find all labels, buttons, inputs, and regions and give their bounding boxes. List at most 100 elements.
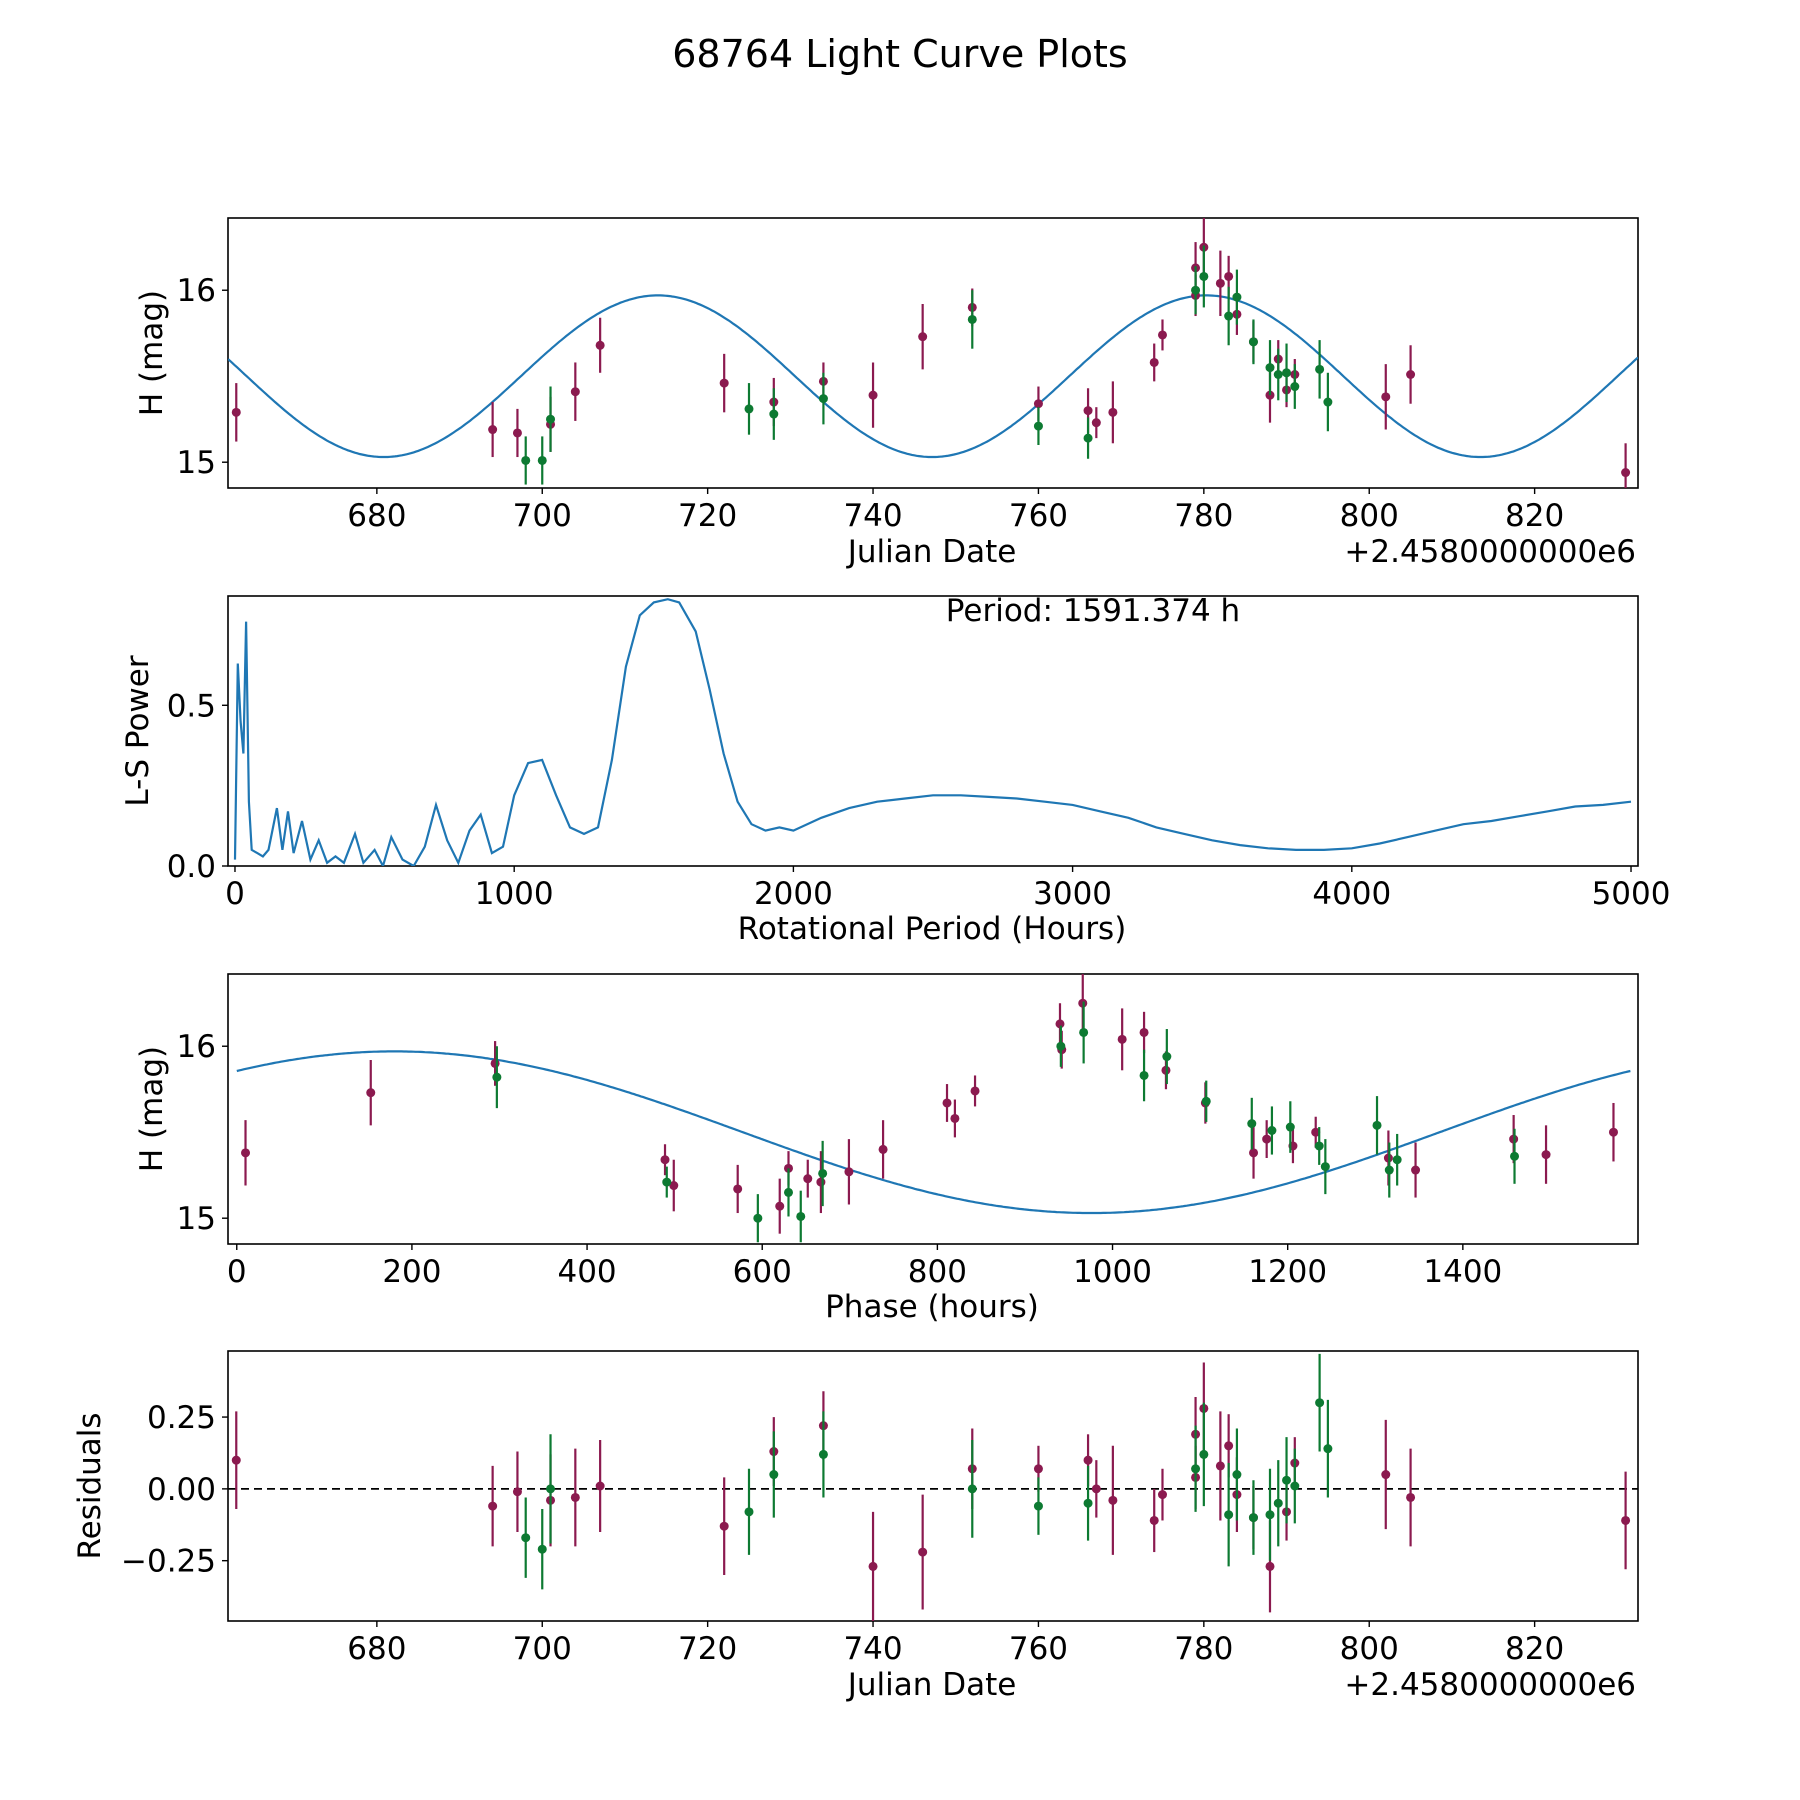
data-point xyxy=(1248,337,1258,347)
data-point xyxy=(967,1484,977,1494)
data-point xyxy=(1083,406,1093,416)
data-point xyxy=(1224,1441,1234,1451)
data-point xyxy=(1224,1510,1234,1520)
data-point xyxy=(1262,1134,1272,1144)
x-tick-label: 3000 xyxy=(1033,876,1112,912)
data-point xyxy=(1267,1125,1277,1135)
x-axis-label: Phase (hours) xyxy=(825,1289,1039,1325)
data-point xyxy=(1411,1165,1421,1175)
phased-panel: Phase (hours) H (mag) 0 200 400 600 800 1000 1… xyxy=(134,973,1639,1325)
data-point xyxy=(1108,1495,1118,1505)
data-point xyxy=(231,1455,241,1465)
data-point xyxy=(595,1481,605,1491)
plot-area xyxy=(236,974,1631,1243)
data-point xyxy=(1191,285,1201,295)
x-tick-label: 600 xyxy=(733,1254,792,1290)
data-point xyxy=(1290,1481,1300,1491)
data-point xyxy=(967,314,977,324)
light-curve-panel: Julian Date H (mag) +2.4580000000e6 680 7… xyxy=(134,217,1639,570)
x-tick-label: 1000 xyxy=(475,876,554,912)
x-tick-label: 800 xyxy=(908,1254,967,1290)
data-point xyxy=(1117,1034,1127,1044)
data-point xyxy=(1091,1484,1101,1494)
data-point xyxy=(231,407,241,417)
data-point xyxy=(1323,397,1333,407)
y-tick-label: 0.5 xyxy=(167,688,216,724)
residuals-panel: Julian Date Residuals +2.4580000000e6 68… xyxy=(72,1350,1639,1703)
data-point xyxy=(1199,271,1209,281)
data-point xyxy=(783,1187,793,1197)
x-tick-label: 400 xyxy=(557,1254,616,1290)
data-point xyxy=(662,1177,672,1187)
data-point xyxy=(1248,1513,1258,1523)
x-offset-label: +2.4580000000e6 xyxy=(1344,1667,1636,1703)
data-point xyxy=(241,1148,251,1158)
data-point xyxy=(1282,368,1292,378)
data-point xyxy=(1033,1464,1043,1474)
data-point xyxy=(1372,1120,1382,1130)
data-point xyxy=(868,1561,878,1571)
x-tick-label: 740 xyxy=(843,498,902,534)
period-annotation: Period: 1591.374 h xyxy=(946,593,1240,629)
data-point xyxy=(570,387,580,397)
y-tick-label: 16 xyxy=(177,273,216,309)
data-point xyxy=(1083,1498,1093,1508)
data-point xyxy=(1285,1122,1295,1132)
data-point xyxy=(492,1072,502,1082)
x-tick-label: 200 xyxy=(382,1254,441,1290)
data-point xyxy=(1033,1501,1043,1511)
data-point xyxy=(1201,1096,1211,1106)
x-tick-label: 740 xyxy=(843,1631,902,1667)
data-point xyxy=(1232,1470,1242,1480)
data-point xyxy=(719,378,729,388)
data-point xyxy=(1323,1444,1333,1454)
data-point xyxy=(1083,1455,1093,1465)
y-axis-label: H (mag) xyxy=(134,1046,170,1172)
y-tick-label: 15 xyxy=(177,1201,216,1237)
data-point xyxy=(1320,1162,1330,1172)
plot-frame xyxy=(227,1350,1639,1622)
data-point xyxy=(1139,1070,1149,1080)
data-point xyxy=(1232,292,1242,302)
x-tick-label: 680 xyxy=(347,498,406,534)
data-point xyxy=(1541,1150,1551,1160)
x-tick-label: 820 xyxy=(1505,498,1564,534)
data-point xyxy=(816,1177,826,1187)
x-tick-label: 1000 xyxy=(1073,1254,1152,1290)
x-tick-label: 0 xyxy=(227,1254,247,1290)
data-point xyxy=(1149,357,1159,367)
data-point xyxy=(1314,1141,1324,1151)
data-point xyxy=(775,1201,785,1211)
y-tick-label: 16 xyxy=(177,1029,216,1065)
x-tick-label: 760 xyxy=(1009,498,1068,534)
x-tick-label: 760 xyxy=(1009,1631,1068,1667)
data-point xyxy=(970,1086,980,1096)
data-point xyxy=(942,1098,952,1108)
data-point xyxy=(1273,1498,1283,1508)
y-tick-label: −0.25 xyxy=(121,1544,216,1580)
data-point xyxy=(1406,369,1416,379)
figure-title: 68764 Light Curve Plots xyxy=(672,32,1127,76)
data-point xyxy=(1083,433,1093,443)
data-point xyxy=(769,409,779,419)
data-point xyxy=(719,1521,729,1531)
data-point xyxy=(1224,271,1234,281)
data-point xyxy=(1055,1019,1065,1029)
periodogram-panel: Rotational Period (Hours) L-S Power Peri… xyxy=(120,593,1670,947)
y-axis-label: H (mag) xyxy=(134,290,170,416)
data-point xyxy=(1033,421,1043,431)
plot-area xyxy=(233,598,1632,866)
x-tick-label: 800 xyxy=(1340,498,1399,534)
data-point xyxy=(1215,278,1225,288)
data-point xyxy=(1315,1398,1325,1408)
x-tick-label: 820 xyxy=(1505,1631,1564,1667)
data-point xyxy=(1265,363,1275,373)
data-point xyxy=(546,414,556,424)
data-point xyxy=(512,428,522,438)
data-point xyxy=(1033,399,1043,409)
x-tick-label: 4000 xyxy=(1312,876,1391,912)
x-tick-label: 800 xyxy=(1340,1631,1399,1667)
x-tick-label: 720 xyxy=(678,1631,737,1667)
data-point xyxy=(488,1501,498,1511)
data-point xyxy=(744,1507,754,1517)
